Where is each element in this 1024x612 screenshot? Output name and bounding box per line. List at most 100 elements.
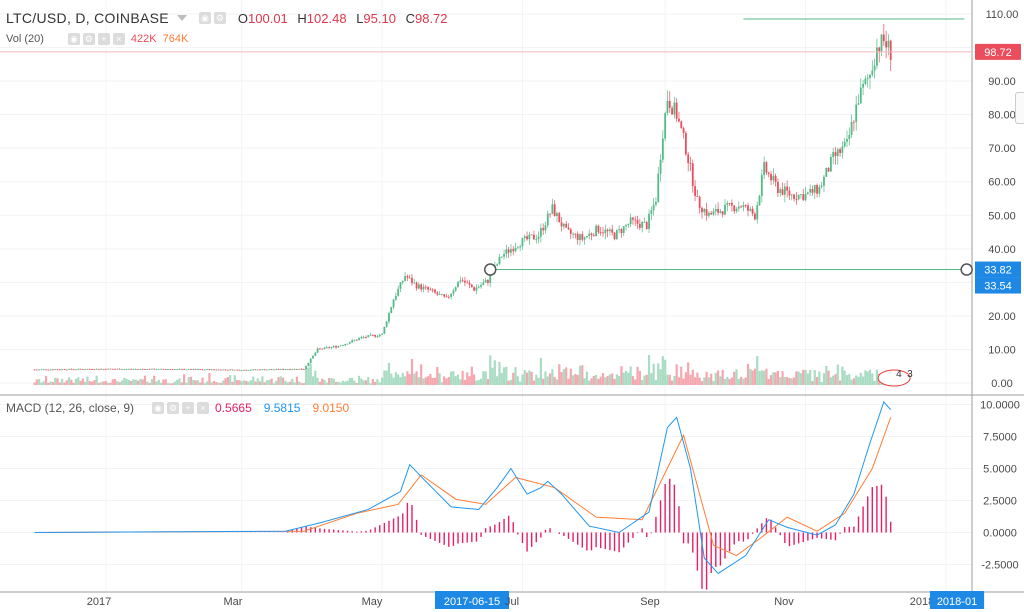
volume-bar	[102, 381, 105, 385]
candle-body	[705, 209, 708, 216]
candle-body	[427, 287, 429, 290]
settings-icon[interactable]: ⚙	[213, 12, 226, 24]
volume-bar	[500, 372, 503, 385]
candle-body	[797, 194, 800, 200]
volume-bar	[684, 372, 687, 385]
candle-body	[572, 233, 574, 235]
volume-bar	[484, 371, 487, 385]
candle-body	[443, 294, 446, 297]
volume-bar	[371, 379, 374, 385]
candle-body	[825, 167, 828, 177]
candle-body	[542, 228, 545, 231]
volume-bar	[127, 379, 130, 385]
volume-bar	[604, 377, 607, 385]
eye-icon[interactable]: ◉	[67, 33, 80, 45]
eye-icon[interactable]: ◉	[152, 402, 165, 414]
close-icon[interactable]: ×	[197, 402, 210, 414]
candle-body	[406, 276, 409, 278]
volume-bar	[654, 380, 658, 385]
volume-bar	[275, 381, 278, 385]
candle-body	[63, 369, 66, 371]
volume-ma-value: 764K	[162, 33, 189, 45]
volume-bar	[772, 372, 775, 385]
volume-bar	[652, 363, 655, 385]
price-scale-handle[interactable]	[1015, 92, 1024, 124]
candle-body	[134, 369, 137, 370]
volume-bar	[104, 381, 107, 385]
settings-icon[interactable]: ⚙	[167, 402, 180, 414]
volume-bar	[258, 381, 262, 385]
volume-bar	[647, 355, 651, 385]
settings-icon[interactable]: ⚙	[82, 33, 95, 45]
volume-bar	[820, 381, 823, 385]
volume-bar	[592, 375, 595, 385]
candle-body	[475, 287, 478, 291]
volume-bar	[519, 381, 522, 385]
volume-bar	[834, 374, 837, 385]
price-tick-label: 90.00	[988, 76, 1016, 88]
candle-body	[468, 282, 471, 285]
volume-bar	[279, 376, 282, 385]
volume-bar	[825, 365, 828, 385]
candle-body	[758, 195, 761, 206]
candle-body	[707, 212, 710, 216]
candle-body	[392, 299, 395, 308]
macd-signal-value: 9.0150	[312, 401, 350, 415]
candle-body	[450, 293, 453, 297]
volume-bar	[829, 377, 832, 385]
eye-icon[interactable]: ◉	[198, 12, 211, 24]
candle-body	[804, 193, 807, 201]
volume-bar	[341, 380, 345, 385]
candle-body	[852, 121, 855, 123]
candle-body	[171, 369, 174, 371]
volume-bar	[192, 379, 195, 385]
close-icon[interactable]: ×	[112, 33, 125, 45]
candle-body	[52, 369, 54, 371]
volume-bar	[562, 368, 565, 385]
volume-bar	[433, 377, 437, 385]
volume-bar	[353, 380, 356, 385]
candle-body	[77, 368, 80, 370]
candle-body	[788, 190, 791, 196]
add-icon[interactable]: +	[182, 402, 195, 414]
volume-bar	[118, 382, 121, 385]
volume-bar	[813, 370, 816, 385]
candle-body	[618, 229, 621, 231]
candle-body	[390, 307, 393, 313]
volume-bar	[61, 378, 64, 385]
candle-body	[397, 288, 400, 296]
volume-bar	[252, 376, 255, 385]
candle-body	[321, 348, 324, 350]
volume-bar	[749, 368, 752, 385]
volume-bar	[530, 371, 533, 385]
candle-body	[735, 208, 738, 212]
volume-bar	[401, 372, 404, 385]
volume-bar	[224, 378, 227, 385]
candle-body	[816, 184, 818, 194]
volume-bar	[680, 366, 683, 385]
volume-bar	[528, 370, 531, 385]
volume-bar	[307, 367, 310, 385]
candle-body	[519, 246, 522, 248]
price-tick-label: 80.00	[988, 110, 1016, 122]
candle-body	[376, 336, 379, 337]
candle-body	[86, 369, 89, 370]
candle-body	[466, 282, 469, 284]
volume-bar	[148, 382, 151, 385]
candle-body	[565, 223, 568, 228]
candle-body	[832, 152, 835, 158]
volume-bar	[67, 377, 71, 385]
candle-body	[300, 368, 303, 370]
candle-body	[740, 206, 743, 208]
volume-bar	[392, 377, 395, 385]
volume-bar	[733, 371, 736, 385]
volume-bar	[864, 370, 867, 385]
candle-body	[307, 363, 310, 366]
volume-bar	[314, 370, 317, 385]
symbol-title: LTC/USD, D, COINBASE	[6, 10, 169, 26]
candle-body	[116, 368, 119, 370]
add-icon[interactable]: +	[97, 33, 110, 45]
dropdown-icon[interactable]	[176, 15, 187, 21]
